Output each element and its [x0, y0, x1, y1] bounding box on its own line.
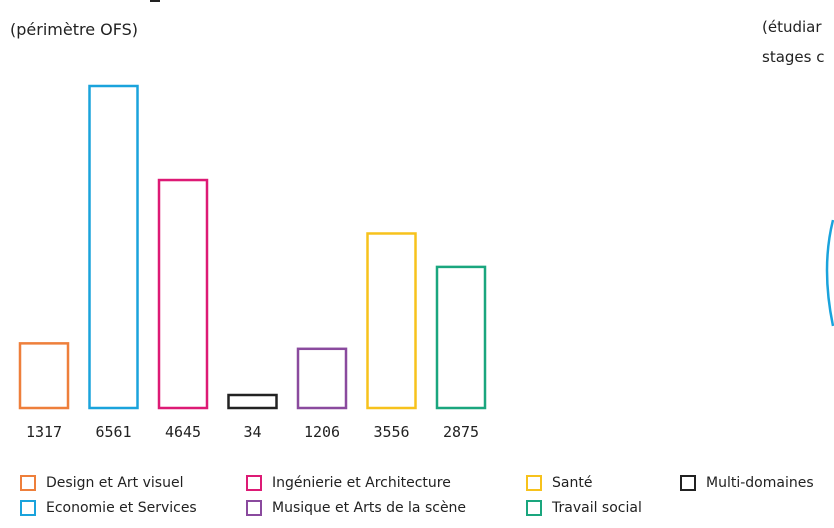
legend-label-design: Design et Art visuel	[46, 475, 184, 491]
bar-value-label-7: 2875	[443, 423, 479, 441]
legend-item-design: Design et Art visuel	[20, 475, 183, 491]
bar-value-label-2: 6561	[95, 423, 131, 441]
bar-value-label-1: 1317	[26, 423, 62, 441]
legend-label-travail-social: Travail social	[552, 500, 642, 516]
partial-donut-chart	[825, 219, 834, 327]
bar-3	[157, 178, 209, 410]
legend-label-sante: Santé	[552, 475, 593, 491]
legend-label-musique: Musique et Arts de la scène	[272, 500, 467, 516]
legend-swatch-musique	[246, 500, 262, 516]
bar-6	[366, 232, 417, 410]
legend-item-economie: Economie et Services	[20, 500, 197, 516]
legend-item-musique: Musique et Arts de la scène	[246, 500, 466, 516]
bar-4	[227, 393, 278, 410]
legend-label-multi-domaines: Multi-domaines	[706, 475, 814, 491]
legend-swatch-travail-social	[526, 500, 542, 516]
cropped-title-fragment	[150, 0, 160, 2]
right-chart-subtitle-line1: (étudiar	[762, 18, 822, 36]
bar-value-label-3: 4645	[165, 423, 201, 441]
legend-item-multi-domaines: Multi-domaines	[680, 475, 814, 491]
right-chart-subtitle-line2: stages c	[762, 48, 825, 66]
legend-label-economie: Economie et Services	[46, 500, 197, 516]
bar-chart: 1317 6561 4645 34 1206 3556 2875	[18, 84, 487, 441]
legend-swatch-economie	[20, 500, 36, 516]
legend-item-travail-social: Travail social	[526, 500, 642, 516]
legend-label-ingenierie: Ingénierie et Architecture	[272, 475, 451, 491]
bar-2	[88, 84, 139, 410]
legend-item-ingenierie: Ingénierie et Architecture	[246, 475, 451, 491]
legend-swatch-ingenierie	[246, 475, 262, 491]
bar-1	[18, 342, 70, 410]
bar-5	[296, 347, 348, 410]
legend-item-sante: Santé	[526, 475, 592, 491]
legend-swatch-sante	[526, 475, 542, 491]
bar-value-label-4: 34	[243, 423, 261, 441]
bar-7	[435, 265, 487, 410]
legend-swatch-design	[20, 475, 36, 491]
bar-value-label-6: 3556	[373, 423, 409, 441]
legend-swatch-multi-domaines	[680, 475, 696, 491]
chart-subtitle: (périmètre OFS)	[10, 20, 139, 39]
bar-value-label-5: 1206	[304, 423, 340, 441]
